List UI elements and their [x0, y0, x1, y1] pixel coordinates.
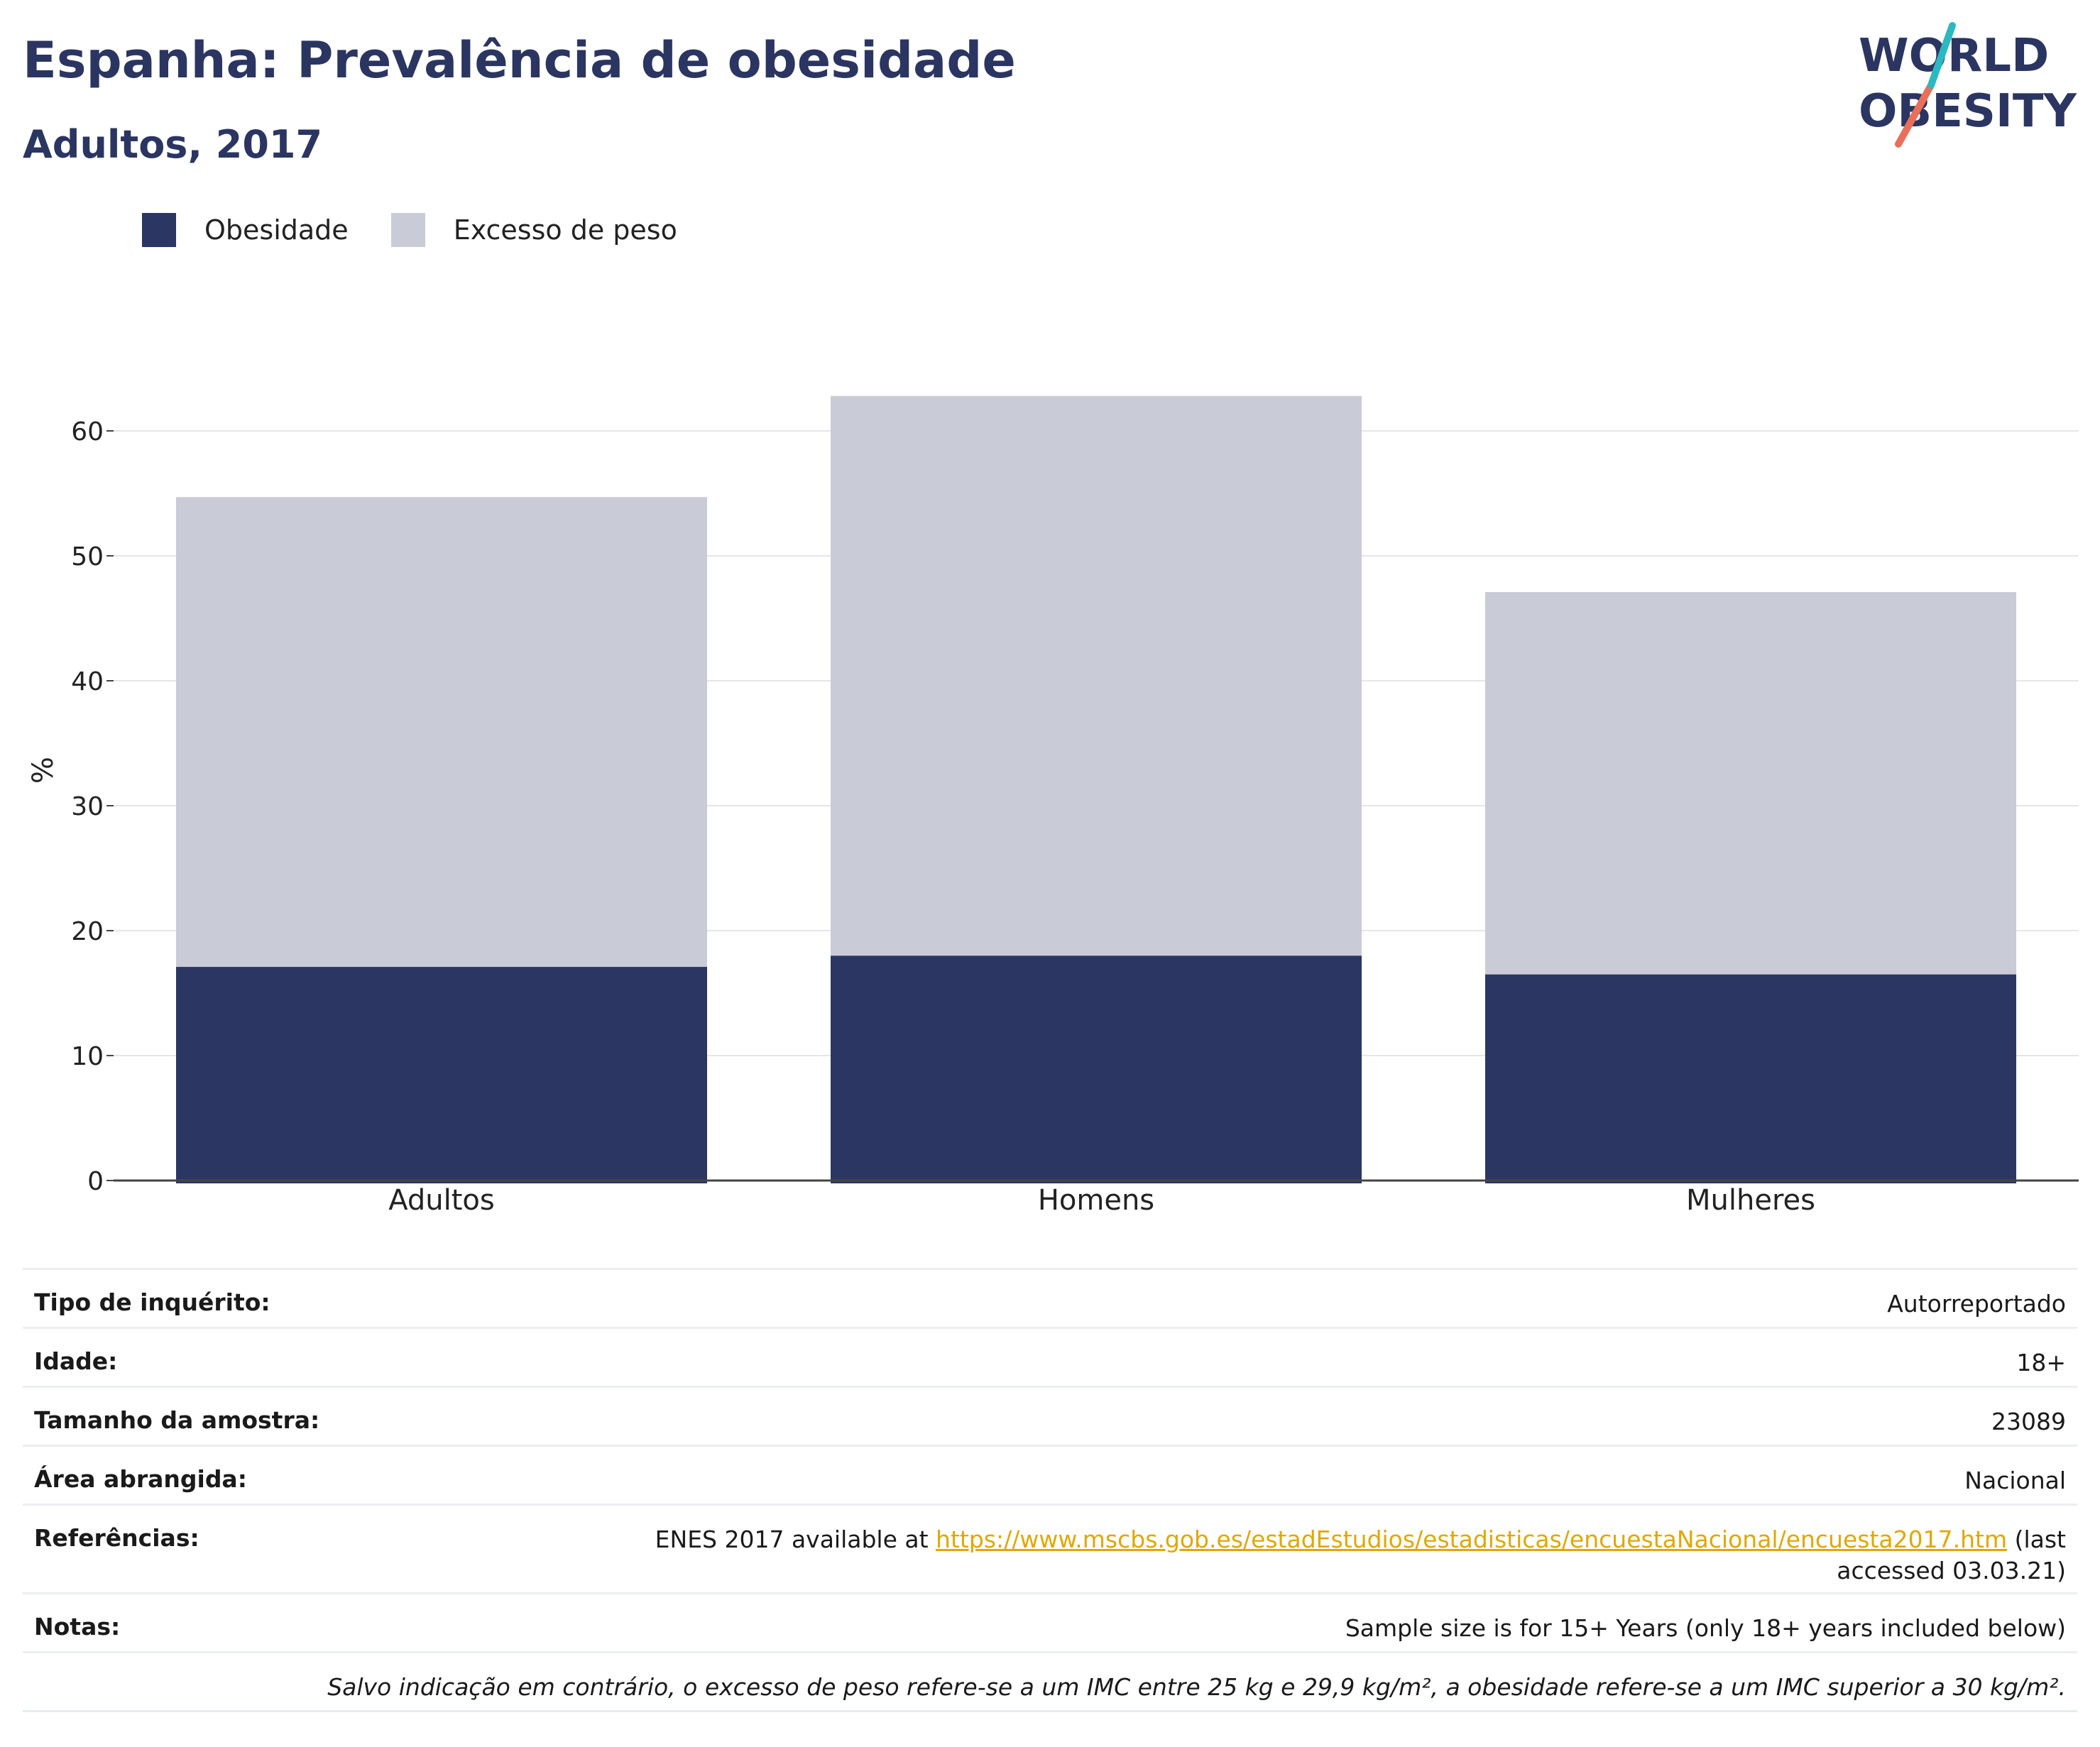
stacked-bar-chart: 0 10 20 30 40 50 60% Adultos Homens Mulheres [27, 395, 2079, 1217]
info-label: Tipo de inquérito: [34, 1288, 270, 1316]
info-row-references: Referências: ENES 2017 available at http… [23, 1504, 2077, 1592]
info-label: Área abrangida: [34, 1465, 247, 1493]
info-label: Idade: [34, 1347, 118, 1375]
svg-text:OBESITY: OBESITY [1859, 85, 2077, 138]
y-axis-label: % [27, 757, 60, 784]
legend-item-overweight[interactable]: Excesso de peso [390, 213, 677, 247]
bar-overweight-homens [831, 395, 1362, 956]
info-row-age: Idade: 18+ [23, 1327, 2077, 1386]
y-tick-label: 40 [71, 667, 104, 696]
chart-subtitle: Adultos, 2017 [23, 122, 323, 167]
info-label: Notas: [34, 1613, 121, 1641]
bar-obesity-mulheres [1485, 974, 2016, 1183]
info-value: 23089 [1991, 1408, 2066, 1435]
y-tick-label: 30 [71, 792, 104, 821]
info-row-footnote: Salvo indicação em contrário, o excesso … [23, 1651, 2077, 1710]
legend-swatch-overweight [390, 213, 425, 247]
chart-legend: Obesidade Excesso de peso [142, 210, 720, 250]
bar-obesity-adultos [176, 967, 707, 1183]
survey-info-table: Tipo de inquérito: Autorreportado Idade:… [23, 1268, 2077, 1712]
y-tick-label: 50 [71, 542, 104, 571]
info-row-area: Área abrangida: Nacional [23, 1445, 2077, 1504]
info-row-notes: Notas: Sample size is for 15+ Years (onl… [23, 1592, 2077, 1651]
y-tick-label: 20 [71, 917, 104, 946]
info-value: Autorreportado [1887, 1290, 2066, 1318]
legend-item-obesity[interactable]: Obesidade [142, 213, 349, 247]
table-bottom-border [23, 1710, 2077, 1712]
reference-suffix: (last accessed 03.03.21) [1837, 1526, 2066, 1584]
info-label: Tamanho da amostra: [34, 1406, 320, 1434]
svg-text:WORLD: WORLD [1859, 30, 2049, 82]
bar-overweight-mulheres [1485, 592, 2016, 975]
bar-obesity-homens [831, 955, 1362, 1183]
info-value: Sample size is for 15+ Years (only 18+ y… [1345, 1614, 2066, 1642]
y-tick-label: 60 [71, 417, 104, 447]
legend-swatch-obesity [142, 213, 176, 247]
x-tick-label: Homens [1038, 1184, 1154, 1217]
x-tick-label: Adultos [388, 1184, 495, 1217]
x-tick-label: Mulheres [1686, 1184, 1815, 1217]
info-value: Nacional [1964, 1467, 2066, 1494]
y-tick-label: 0 [87, 1167, 104, 1196]
reference-link[interactable]: https://www.mscbs.gob.es/estadEstudios/e… [936, 1526, 2008, 1553]
info-value: ENES 2017 available at https://www.mscbs… [540, 1524, 2066, 1587]
y-tick-label: 10 [71, 1042, 104, 1071]
info-row-sample-size: Tamanho da amostra: 23089 [23, 1386, 2077, 1445]
info-label: Referências: [34, 1524, 199, 1552]
legend-label-overweight: Excesso de peso [453, 214, 677, 246]
info-row-survey-type: Tipo de inquérito: Autorreportado [23, 1268, 2077, 1327]
bar-overweight-adultos [176, 497, 707, 968]
footnote: Salvo indicação em contrário, o excesso … [327, 1673, 2066, 1701]
reference-prefix: ENES 2017 available at [655, 1526, 936, 1553]
info-value: 18+ [2016, 1349, 2066, 1376]
chart-title: Espanha: Prevalência de obesidade [23, 31, 1016, 89]
legend-label-obesity: Obesidade [204, 214, 349, 246]
world-obesity-logo: WORLD OBESITY [1859, 22, 2077, 148]
